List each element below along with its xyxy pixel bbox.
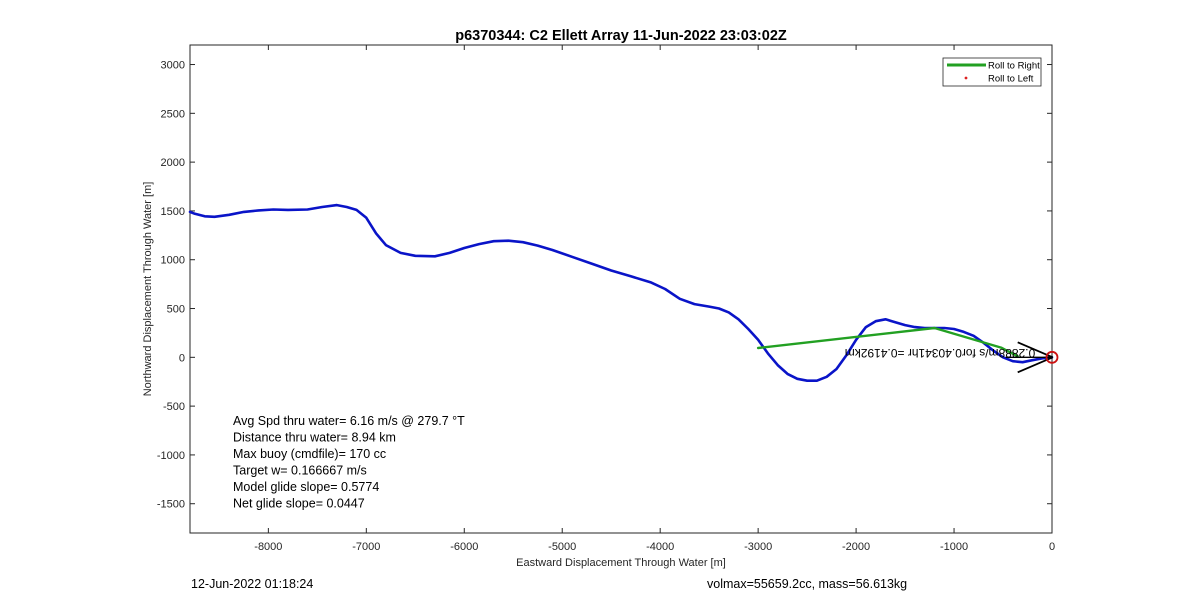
legend: Roll to Right Roll to Left [942, 57, 1042, 87]
y-tick-label: 1000 [161, 255, 185, 267]
y-tick-label: -1000 [157, 450, 185, 462]
x-ticks: -8000 -7000 -6000 -5000 -4000 -3000 -2000 -1000… [254, 45, 1055, 553]
y-tick-label: 2000 [161, 157, 185, 169]
series-layer [188, 203, 1054, 383]
y-ticks: 3000 2500 2000 1500 1000 500 0 -500 -1000 -1500 [157, 60, 1052, 511]
legend-box [942, 57, 1042, 87]
current-vector-label: 0.2888m/s for0.40341hr =0.4192km [845, 346, 1035, 360]
y-axis-label: Northward Displacement Through Water [m] [142, 182, 154, 397]
x-tick-label: -7000 [352, 541, 380, 553]
footer-stats: volmax=55659.2cc, mass=56.613kg [707, 577, 907, 591]
legend-label-roll-right: Roll to Right [988, 61, 1040, 72]
position-marker [1045, 350, 1059, 364]
x-tick-label: -1000 [940, 541, 968, 553]
stat-avg-speed: Avg Spd thru water= 6.16 m/s @ 279.7 °T [233, 414, 465, 428]
chart-title: p6370344: C2 Ellett Array 11-Jun-2022 23… [455, 28, 787, 44]
footer-timestamp: 12-Jun-2022 01:18:24 [191, 577, 313, 591]
legend-label-roll-left: Roll to Left [988, 74, 1034, 85]
y-tick-label: 500 [167, 304, 185, 316]
stat-target-w: Target w= 0.166667 m/s [233, 464, 367, 478]
plot-area [189, 44, 1053, 534]
x-tick-label: -2000 [842, 541, 870, 553]
x-tick-label: -8000 [254, 541, 282, 553]
stat-net-glide: Net glide slope= 0.0447 [233, 497, 365, 511]
x-tick-label: -6000 [450, 541, 478, 553]
y-tick-label: 3000 [161, 60, 185, 72]
stat-model-glide: Model glide slope= 0.5774 [233, 480, 379, 494]
stat-distance: Distance thru water= 8.94 km [233, 431, 396, 445]
x-tick-label: -5000 [548, 541, 576, 553]
y-tick-label: 2500 [161, 108, 185, 120]
y-tick-label: 0 [179, 352, 185, 364]
roll-right-segment [756, 326, 1019, 358]
y-tick-label: 1500 [161, 206, 185, 218]
x-axis-label: Eastward Displacement Through Water [m] [516, 557, 726, 569]
stat-max-buoy: Max buoy (cmdfile)= 170 cc [233, 447, 386, 461]
legend-swatch-roll-left [964, 76, 968, 80]
x-tick-label: -4000 [646, 541, 674, 553]
x-tick-label: -3000 [744, 541, 772, 553]
y-tick-label: -1500 [157, 499, 185, 511]
y-tick-label: -500 [163, 401, 185, 413]
marker-layer [1005, 341, 1059, 374]
stats-annotation: Avg Spd thru water= 6.16 m/s @ 279.7 °T … [233, 414, 465, 511]
x-tick-label: 0 [1049, 541, 1055, 553]
